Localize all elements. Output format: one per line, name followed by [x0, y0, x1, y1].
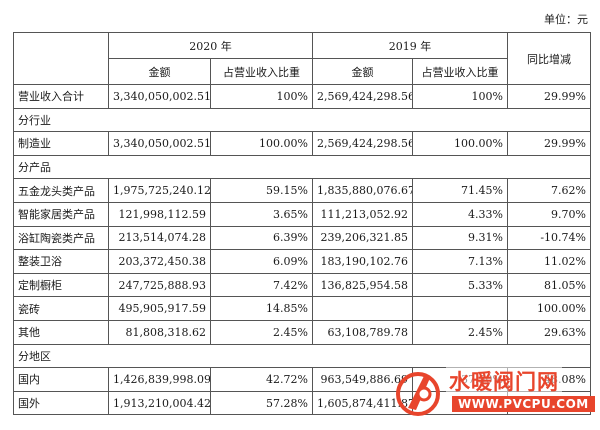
amount-2020-cell: 1,975,725,240.12 — [108, 178, 211, 203]
amount-2019-cell: 2,569,424,298.56 — [312, 84, 413, 109]
share-2019-cell: 37.50% — [412, 367, 508, 392]
table-row: 智能家居类产品 121,998,112.59 3.65% 111,213,052.92… — [13, 201, 591, 227]
yoy-cell: 19.14% — [507, 390, 591, 416]
header-amount-2019: 金额 — [312, 58, 413, 85]
share-2020-cell: 6.39% — [210, 225, 313, 251]
share-2019-cell: 7.13% — [412, 249, 508, 274]
table-row: 制造业 3,340,050,002.51 100.00% 2,569,424,298.… — [13, 131, 591, 156]
section-row: 分产品 — [13, 154, 591, 180]
amount-2019-cell: 1,605,874,411.87 — [312, 390, 413, 416]
share-2020-cell: 100% — [210, 84, 313, 109]
share-2019-cell: 100% — [412, 84, 508, 109]
table-row: 五金龙头类产品 1,975,725,240.12 59.15% 1,835,880,0… — [13, 178, 591, 203]
share-2020-cell: 59.15% — [210, 178, 313, 203]
header-year-2020: 2020 年 — [108, 32, 313, 59]
header-share-2019: 占营业收入比重 — [412, 58, 508, 85]
section-label: 分行业 — [13, 107, 591, 133]
header-yoy: 同比增减 — [507, 32, 591, 85]
share-2019-cell: 62.50% — [412, 390, 508, 416]
share-2019-cell: 9.31% — [412, 225, 508, 251]
amount-2019-cell: 963,549,886.69 — [312, 367, 413, 392]
share-2019-cell: 5.33% — [412, 272, 508, 298]
share-2020-cell: 3.65% — [210, 201, 313, 227]
section-label: 分地区 — [13, 343, 591, 369]
row-label: 制造业 — [13, 131, 109, 156]
table-row: 浴缸陶瓷类产品 213,514,074.28 6.39% 239,206,321.85… — [13, 225, 591, 251]
header-row-metrics: 金额 占营业收入比重 金额 占营业收入比重 — [14, 58, 591, 85]
share-2019-cell — [412, 296, 508, 321]
amount-2020-cell: 121,998,112.59 — [108, 201, 211, 227]
yoy-cell: 11.02% — [507, 249, 591, 274]
amount-2019-cell: 239,206,321.85 — [312, 225, 413, 251]
share-2020-cell: 14.85% — [210, 296, 313, 321]
amount-2020-cell: 81,808,318.62 — [108, 319, 211, 345]
unit-label: 单位：元 — [544, 13, 588, 26]
section-row: 分行业 — [13, 107, 591, 133]
section-row: 分地区 — [13, 343, 591, 369]
row-label: 瓷砖 — [13, 296, 109, 321]
amount-2019-cell: 136,825,954.58 — [312, 272, 413, 298]
row-label: 国内 — [13, 367, 109, 392]
table-row: 国外 1,913,210,004.42 57.28% 1,605,874,411.87… — [13, 390, 591, 416]
row-label: 智能家居类产品 — [13, 201, 109, 227]
corner-cell — [13, 32, 109, 85]
amount-2020-cell: 1,426,839,998.09 — [108, 367, 211, 392]
amount-2020-cell: 3,340,050,002.51 — [108, 131, 211, 156]
row-label: 国外 — [13, 390, 109, 416]
table-row: 国内 1,426,839,998.09 42.72% 963,549,886.69 37… — [13, 367, 591, 392]
amount-2020-cell: 1,913,210,004.42 — [108, 390, 211, 416]
share-2020-cell: 57.28% — [210, 390, 313, 416]
row-label: 营业收入合计 — [13, 84, 109, 109]
share-2020-cell: 6.09% — [210, 249, 313, 274]
header-amount-2020: 金额 — [108, 58, 211, 85]
table-row: 定制橱柜 247,725,888.93 7.42% 136,825,954.58 5.3… — [13, 272, 591, 298]
row-label: 整装卫浴 — [13, 249, 109, 274]
amount-2019-cell: 183,190,102.76 — [312, 249, 413, 274]
share-2020-cell: 2.45% — [210, 319, 313, 345]
yoy-cell: 29.99% — [507, 84, 591, 109]
share-2020-cell: 100.00% — [210, 131, 313, 156]
header-row-years: 2020 年 2019 年 同比增减 — [13, 32, 591, 85]
amount-2019-cell: 2,569,424,298.56 — [312, 131, 413, 156]
amount-2019-cell: 1,835,880,076.67 — [312, 178, 413, 203]
yoy-cell: 100.00% — [507, 296, 591, 321]
share-2019-cell: 71.45% — [412, 178, 508, 203]
yoy-cell: 48.08% — [507, 367, 591, 392]
table-body: 营业收入合计 3,340,050,002.51 100% 2,569,424,298.… — [13, 84, 591, 416]
table-row: 整装卫浴 203,372,450.38 6.09% 183,190,102.76 7.1… — [13, 249, 591, 274]
row-label: 其他 — [13, 319, 109, 345]
table-row: 营业收入合计 3,340,050,002.51 100% 2,569,424,298.… — [13, 84, 591, 109]
yoy-cell: 29.99% — [507, 131, 591, 156]
share-2019-cell: 2.45% — [412, 319, 508, 345]
amount-2020-cell: 3,340,050,002.51 — [108, 84, 211, 109]
amount-2019-cell: 63,108,789.78 — [312, 319, 413, 345]
yoy-cell: 7.62% — [507, 178, 591, 203]
share-2019-cell: 100.00% — [412, 131, 508, 156]
yoy-cell: 81.05% — [507, 272, 591, 298]
row-label: 五金龙头类产品 — [13, 178, 109, 203]
revenue-table: 2020 年 2019 年 同比增减 金额 占营业收入比重 金额 占营业收入比重… — [13, 32, 591, 416]
amount-2020-cell: 203,372,450.38 — [108, 249, 211, 274]
yoy-cell: -10.74% — [507, 225, 591, 251]
table-row: 其他 81,808,318.62 2.45% 63,108,789.78 2.45% 29… — [13, 319, 591, 345]
share-2020-cell: 42.72% — [210, 367, 313, 392]
yoy-cell: 9.70% — [507, 201, 591, 227]
section-label: 分产品 — [13, 154, 591, 180]
row-label: 浴缸陶瓷类产品 — [13, 225, 109, 251]
amount-2019-cell — [312, 296, 413, 321]
share-2020-cell: 7.42% — [210, 272, 313, 298]
share-2019-cell: 4.33% — [412, 201, 508, 227]
header-year-2019: 2019 年 — [312, 32, 508, 59]
amount-2020-cell: 495,905,917.59 — [108, 296, 211, 321]
amount-2020-cell: 213,514,074.28 — [108, 225, 211, 251]
row-label: 定制橱柜 — [13, 272, 109, 298]
table-row: 瓷砖 495,905,917.59 14.85% 100.00% — [13, 296, 591, 321]
header-share-2020: 占营业收入比重 — [210, 58, 313, 85]
amount-2020-cell: 247,725,888.93 — [108, 272, 211, 298]
yoy-cell: 29.63% — [507, 319, 591, 345]
amount-2019-cell: 111,213,052.92 — [312, 201, 413, 227]
